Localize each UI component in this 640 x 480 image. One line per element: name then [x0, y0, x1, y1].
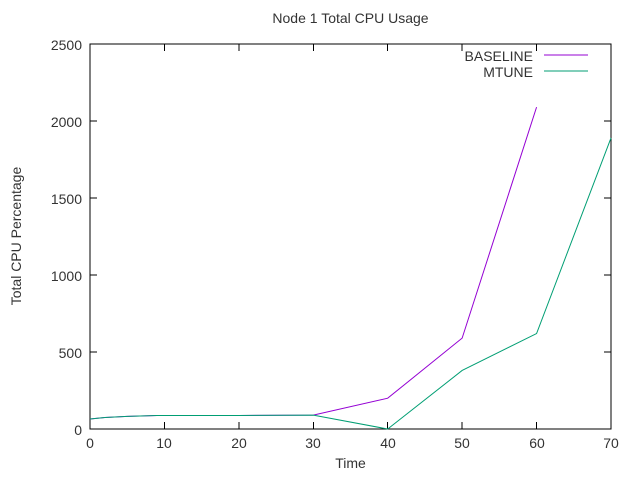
x-tick-label-0: 0 [86, 435, 94, 451]
y-tick-label-2000: 2000 [50, 114, 82, 130]
x-tick-label-20: 20 [231, 435, 247, 451]
x-tick-label-40: 40 [380, 435, 396, 451]
x-tick-label-10: 10 [156, 435, 172, 451]
y-tick-label-1000: 1000 [50, 268, 82, 284]
series-line-mtune [89, 137, 612, 430]
y-tick-label-2500: 2500 [50, 37, 82, 53]
legend-entry-mtune: MTUNE [483, 64, 533, 80]
y-tick-label-500: 500 [58, 345, 82, 361]
x-tick-label-50: 50 [454, 435, 470, 451]
x-axis-label: Time [335, 455, 366, 471]
plot-border [89, 43, 612, 430]
series-line-baseline [89, 106, 538, 420]
x-tick-label-30: 30 [305, 435, 321, 451]
chart-title: Node 1 Total CPU Usage [272, 10, 429, 26]
legend-entry-baseline: BASELINE [464, 48, 533, 64]
y-tick-label-0: 0 [74, 422, 82, 438]
x-tick-label-60: 60 [529, 435, 545, 451]
x-tick-label-70: 70 [603, 435, 619, 451]
y-tick-label-1500: 1500 [50, 191, 82, 207]
y-axis-label: Total CPU Percentage [8, 166, 24, 306]
